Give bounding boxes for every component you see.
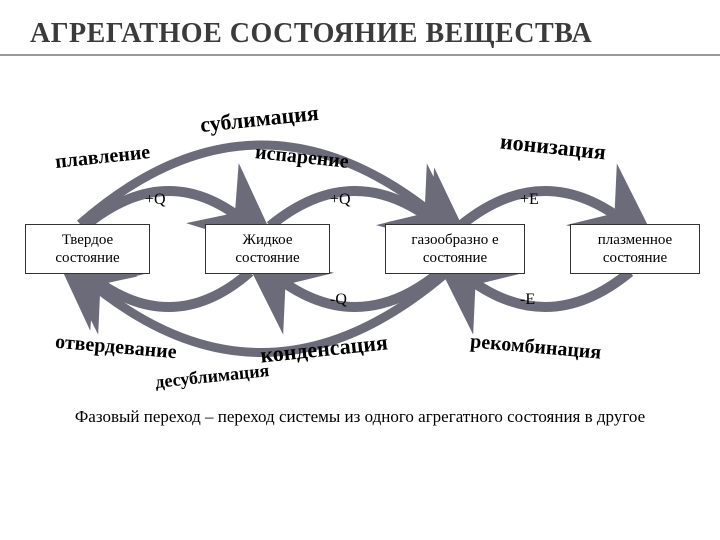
energy-q2-plus: +Q [330,191,351,209]
state-solid: Твердое состояние [25,224,150,274]
state-liquid: Жидкое состояние [205,224,330,274]
state-diagram: Твердое состояние Жидкое состояние газоо… [0,86,720,396]
energy-q-minus: -Q [330,291,347,309]
caption-text: Фазовый переход – переход системы из одн… [0,396,720,428]
energy-e-minus: -E [520,291,535,309]
page-title: АГРЕГАТНОЕ СОСТОЯНИЕ ВЕЩЕСТВА [30,18,690,50]
state-plasma: плазменное состояние [570,224,700,274]
energy-q1-plus: +Q [145,191,166,209]
state-gas: газообразно е состояние [385,224,525,274]
energy-e-plus: +E [520,191,539,209]
